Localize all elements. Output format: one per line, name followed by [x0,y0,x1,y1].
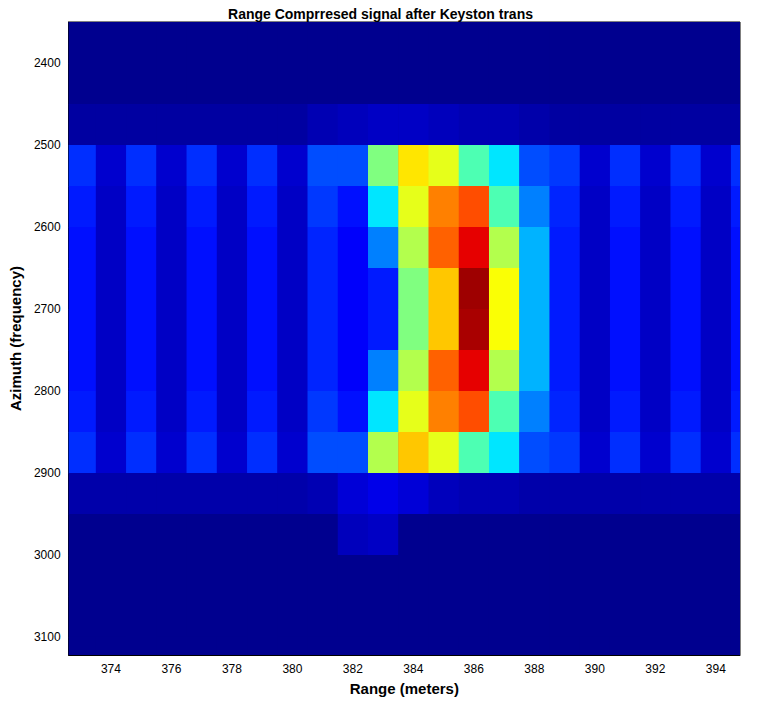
svg-text:376: 376 [161,662,181,676]
svg-text:2700: 2700 [34,302,61,316]
svg-text:386: 386 [464,662,484,676]
svg-text:382: 382 [343,662,363,676]
svg-text:3100: 3100 [34,630,61,644]
svg-text:Range (meters): Range (meters) [350,680,459,697]
svg-text:2800: 2800 [34,384,61,398]
svg-text:2600: 2600 [34,220,61,234]
svg-text:374: 374 [101,662,121,676]
svg-text:2900: 2900 [34,466,61,480]
svg-text:2400: 2400 [34,56,61,70]
svg-text:390: 390 [585,662,605,676]
svg-text:384: 384 [403,662,423,676]
svg-text:392: 392 [645,662,665,676]
svg-text:2500: 2500 [34,138,61,152]
svg-text:378: 378 [222,662,242,676]
svg-text:Azimuth (frequency): Azimuth (frequency) [7,266,24,411]
svg-text:Range Comprresed signal after: Range Comprresed signal after Keyston tr… [228,6,533,22]
svg-text:388: 388 [524,662,544,676]
svg-text:3000: 3000 [34,548,61,562]
svg-text:394: 394 [706,662,726,676]
svg-text:380: 380 [282,662,302,676]
